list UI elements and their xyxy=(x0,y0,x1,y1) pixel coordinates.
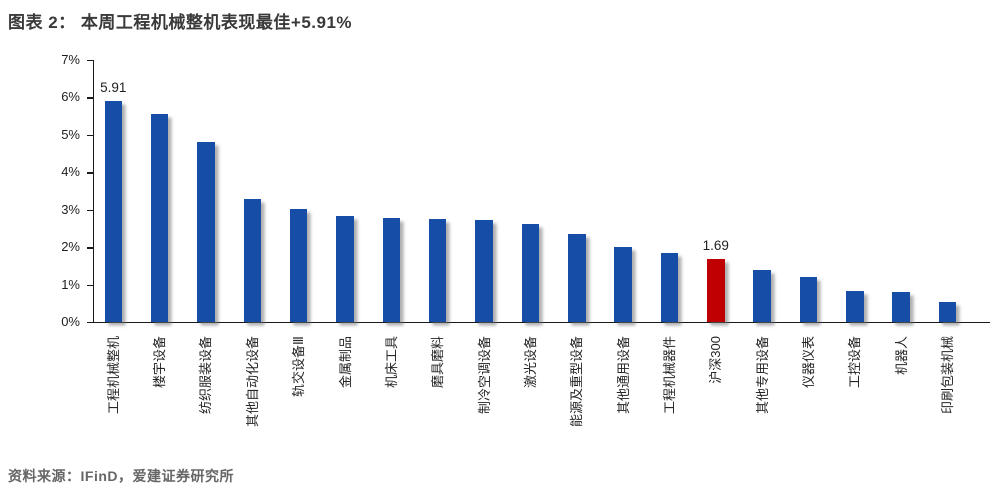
y-axis-tick xyxy=(87,134,93,137)
chart-bar xyxy=(660,252,679,322)
x-axis-category-label: 印刷包装机械 xyxy=(940,336,956,415)
y-axis-tick xyxy=(87,322,93,324)
x-axis-category-label: 其他专用设备 xyxy=(754,336,770,415)
y-axis-tick xyxy=(87,247,93,249)
chart-bar xyxy=(475,219,493,322)
x-axis-category-label: 纺织服装设备 xyxy=(198,336,214,415)
bar-value-label: 1.69 xyxy=(702,237,729,253)
x-axis-category-label: 仪器仪表 xyxy=(801,336,816,389)
chart-bar xyxy=(846,290,864,322)
x-axis-category-label: 制冷空调设备 xyxy=(476,336,492,415)
x-axis xyxy=(93,322,990,324)
chart-bar xyxy=(150,113,169,322)
chart-bar xyxy=(892,292,910,322)
chart-bar xyxy=(568,234,586,322)
chart-bar-highlight xyxy=(707,258,725,322)
figure-title: 图表 2： 本周工程机械整机表现最佳+5.91% xyxy=(8,13,353,32)
y-axis-tick xyxy=(87,60,93,62)
chart-bar xyxy=(938,301,957,322)
chart-bar xyxy=(104,100,122,322)
source-note: 资料来源：IFinD，爱建证券研究所 xyxy=(8,468,234,484)
chart-bar xyxy=(428,219,447,322)
x-axis-category-label: 激光设备 xyxy=(522,336,538,389)
x-axis-category-label: 其他通用设备 xyxy=(615,336,631,415)
bar-value-label: 5.91 xyxy=(100,79,127,95)
x-axis-category-label: 楼宇设备 xyxy=(152,336,168,389)
x-axis-category-label: 沪深300 xyxy=(708,336,724,384)
y-axis-tick-label: 0% xyxy=(61,314,80,329)
y-axis-tick-label: 4% xyxy=(61,164,80,180)
x-axis-category-label: 磨具磨料 xyxy=(430,336,446,389)
x-axis-category-label: 能源及重型设备 xyxy=(569,336,585,428)
y-axis-tick-label: 2% xyxy=(61,239,80,255)
chart-bar xyxy=(799,276,818,322)
y-axis-tick xyxy=(87,172,93,174)
chart-bar xyxy=(614,246,632,322)
x-axis-category-label: 工程机械整机 xyxy=(105,336,121,415)
chart-bar xyxy=(753,270,771,322)
x-axis-category-label: 轨交设备Ⅲ xyxy=(291,336,307,397)
chart-bar xyxy=(521,224,540,322)
chart-bar xyxy=(243,199,262,322)
bar-chart: 0% 1% 2% 3% 4% 5% 6% 7% 工程机械整机 楼宇设备 纺织服装设备 其他自动化设备 轨… xyxy=(0,44,1001,458)
y-axis-tick-label: 3% xyxy=(61,201,80,217)
chart-bar xyxy=(336,215,354,322)
chart-bar xyxy=(289,208,308,322)
x-axis-category-label: 机器人 xyxy=(893,336,909,376)
x-axis-category-label: 工程机械器件 xyxy=(661,336,677,415)
chart-bar xyxy=(197,142,215,322)
x-axis-category-label: 机床工具 xyxy=(383,336,399,389)
y-axis-tick-label: 1% xyxy=(61,276,80,292)
y-axis-tick xyxy=(87,97,93,99)
y-axis-tick-label: 6% xyxy=(61,89,80,105)
chart-bar xyxy=(382,217,401,322)
x-axis-category-label: 其他自动化设备 xyxy=(244,336,260,428)
y-axis-tick-label: 5% xyxy=(61,126,80,142)
x-axis-category-label: 工控设备 xyxy=(847,336,863,389)
y-axis-tick xyxy=(87,284,93,286)
x-axis-category-label: 金属制品 xyxy=(337,336,353,389)
y-axis-tick xyxy=(87,209,93,212)
y-axis-tick-label: 7% xyxy=(61,52,80,67)
y-axis xyxy=(93,60,95,323)
